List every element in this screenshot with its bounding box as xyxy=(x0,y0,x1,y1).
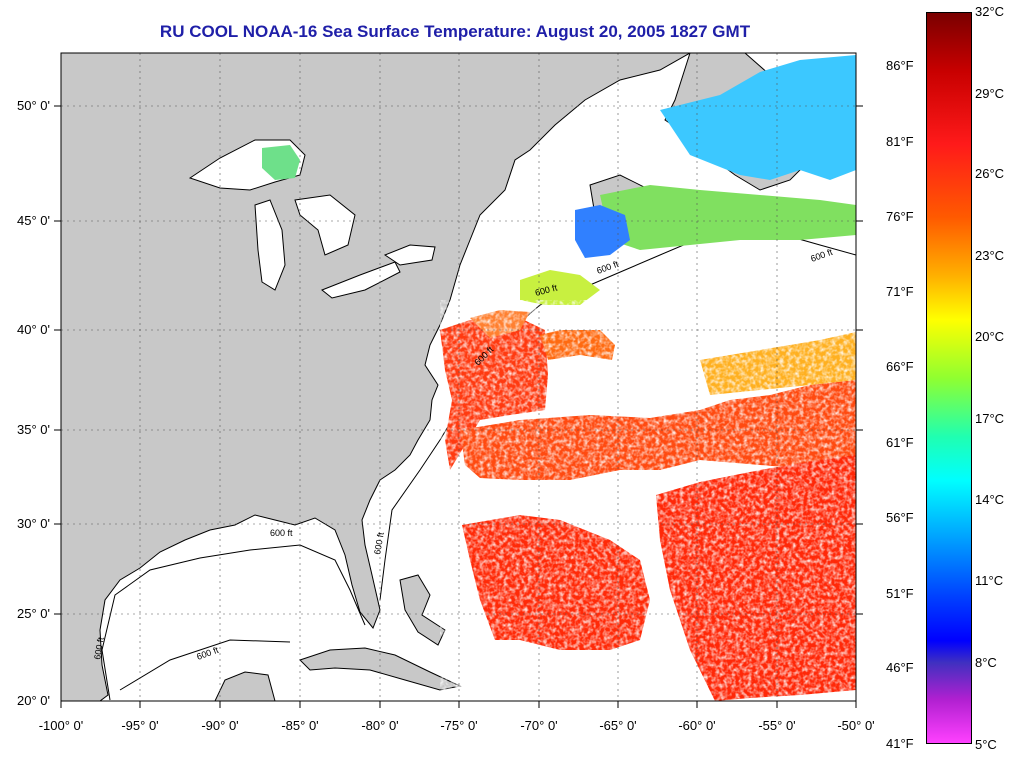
axis-ticks xyxy=(54,105,863,708)
lat-label: 45° 0' xyxy=(17,213,50,228)
lon-label: -55° 0' xyxy=(758,718,796,733)
celsius-label: 5°C xyxy=(975,737,997,752)
fahrenheit-label: 61°F xyxy=(886,435,914,450)
lake-ontario xyxy=(383,244,436,266)
celsius-label: 32°C xyxy=(975,4,1005,19)
lat-label: 50° 0' xyxy=(17,98,50,113)
land-yucatan xyxy=(214,671,276,701)
lat-label: 40° 0' xyxy=(17,322,50,337)
graticule xyxy=(61,53,856,701)
lon-label: -50° 0' xyxy=(837,718,875,733)
fahrenheit-label: 86°F xyxy=(886,58,914,73)
lake-superior-sst xyxy=(262,145,300,180)
celsius-label: 29°C xyxy=(975,86,1005,101)
lon-label: -75° 0' xyxy=(440,718,478,733)
lon-label: -60° 0' xyxy=(678,718,716,733)
fahrenheit-label: 71°F xyxy=(886,284,914,299)
fahrenheit-label: 81°F xyxy=(886,134,914,149)
fahrenheit-label: 76°F xyxy=(886,209,914,224)
land-north-america xyxy=(61,53,692,701)
lon-label: -70° 0' xyxy=(520,718,558,733)
lon-label: -80° 0' xyxy=(361,718,399,733)
celsius-label: 8°C xyxy=(975,655,997,670)
celsius-label: 14°C xyxy=(975,492,1005,507)
fahrenheit-label: 41°F xyxy=(886,736,914,751)
lon-label: -85° 0' xyxy=(281,718,319,733)
celsius-label: 20°C xyxy=(975,329,1005,344)
contour-label: 600 ft xyxy=(270,528,293,538)
lake-michigan xyxy=(254,199,286,291)
fahrenheit-label: 66°F xyxy=(886,359,914,374)
lat-label: 20° 0' xyxy=(17,693,50,708)
celsius-label: 11°C xyxy=(975,573,1004,588)
contour-gulf xyxy=(101,544,366,701)
lon-label: -100° 0' xyxy=(38,718,84,733)
temperature-colorbar xyxy=(926,12,972,744)
contour-label: 600 ft xyxy=(92,636,106,660)
lake-huron xyxy=(294,194,356,256)
lon-label: -90° 0' xyxy=(201,718,239,733)
map-title: RU COOL NOAA-16 Sea Surface Temperature:… xyxy=(159,22,751,41)
fahrenheit-label: 51°F xyxy=(886,586,914,601)
lat-label: 25° 0' xyxy=(17,606,50,621)
lon-label: -95° 0' xyxy=(121,718,159,733)
lon-label: -65° 0' xyxy=(599,718,637,733)
cloud-speckle xyxy=(440,300,856,701)
fahrenheit-label: 56°F xyxy=(886,510,914,525)
lake-erie xyxy=(321,261,401,299)
contour-label: 600 ft xyxy=(372,531,386,555)
fahrenheit-label: 46°F xyxy=(886,660,914,675)
celsius-label: 26°C xyxy=(975,166,1005,181)
celsius-label: 17°C xyxy=(975,411,1005,426)
lat-label: 30° 0' xyxy=(17,516,50,531)
lat-label: 35° 0' xyxy=(17,422,50,437)
celsius-label: 23°C xyxy=(975,248,1005,263)
